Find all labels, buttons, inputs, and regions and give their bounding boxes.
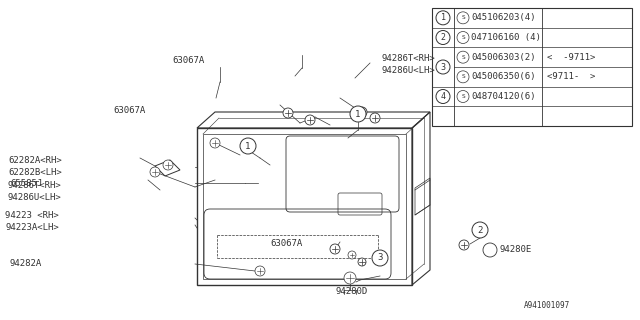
Circle shape bbox=[344, 272, 356, 284]
Text: 94223A<LH>: 94223A<LH> bbox=[5, 222, 59, 231]
Circle shape bbox=[150, 167, 160, 177]
Circle shape bbox=[255, 266, 265, 276]
Bar bbox=[432, 8, 632, 126]
Text: 1: 1 bbox=[355, 109, 361, 118]
Text: 63067A: 63067A bbox=[113, 106, 145, 115]
Text: 94223 <RH>: 94223 <RH> bbox=[5, 211, 59, 220]
Text: 62282A<RH>: 62282A<RH> bbox=[8, 156, 61, 164]
Circle shape bbox=[357, 107, 367, 117]
Text: 045006350(6): 045006350(6) bbox=[471, 72, 536, 81]
Circle shape bbox=[436, 11, 450, 25]
Text: S: S bbox=[461, 35, 465, 40]
Text: A941001097: A941001097 bbox=[524, 301, 570, 310]
Text: 2: 2 bbox=[440, 33, 445, 42]
Circle shape bbox=[358, 258, 366, 266]
Circle shape bbox=[372, 250, 388, 266]
Circle shape bbox=[210, 138, 220, 148]
Circle shape bbox=[457, 71, 469, 83]
Text: 047106160 (4): 047106160 (4) bbox=[471, 33, 541, 42]
Text: 1: 1 bbox=[245, 141, 251, 150]
Text: 045006303(2): 045006303(2) bbox=[471, 53, 536, 62]
Text: 1: 1 bbox=[440, 13, 445, 22]
Circle shape bbox=[436, 60, 450, 74]
Text: 94286T<RH>: 94286T<RH> bbox=[382, 53, 436, 62]
Circle shape bbox=[472, 222, 488, 238]
Circle shape bbox=[370, 113, 380, 123]
Circle shape bbox=[457, 31, 469, 44]
Text: 94280D: 94280D bbox=[335, 287, 367, 297]
Text: 3: 3 bbox=[378, 253, 383, 262]
Circle shape bbox=[457, 12, 469, 24]
Circle shape bbox=[459, 240, 469, 250]
Text: 62282B<LH>: 62282B<LH> bbox=[8, 167, 61, 177]
Circle shape bbox=[436, 30, 450, 44]
Text: 048704120(6): 048704120(6) bbox=[471, 92, 536, 101]
Text: S: S bbox=[461, 15, 465, 20]
Text: S: S bbox=[461, 55, 465, 60]
Text: 94280E: 94280E bbox=[500, 244, 532, 253]
Text: 3: 3 bbox=[440, 62, 445, 71]
Text: 045106203(4): 045106203(4) bbox=[471, 13, 536, 22]
Text: 4: 4 bbox=[440, 92, 445, 101]
Text: 94286U<LH>: 94286U<LH> bbox=[8, 193, 61, 202]
Text: S: S bbox=[461, 94, 465, 99]
Text: 63067A: 63067A bbox=[172, 55, 204, 65]
Circle shape bbox=[240, 138, 256, 154]
Circle shape bbox=[348, 251, 356, 259]
Circle shape bbox=[350, 106, 366, 122]
Circle shape bbox=[283, 108, 293, 118]
Text: <  -9711>: < -9711> bbox=[547, 53, 595, 62]
Circle shape bbox=[163, 160, 173, 170]
Text: 94286U<LH>: 94286U<LH> bbox=[382, 66, 436, 75]
Circle shape bbox=[483, 243, 497, 257]
Circle shape bbox=[457, 51, 469, 63]
Text: 94282A: 94282A bbox=[10, 260, 42, 268]
Circle shape bbox=[457, 91, 469, 102]
Text: 63067A: 63067A bbox=[270, 238, 302, 247]
Circle shape bbox=[436, 90, 450, 103]
Circle shape bbox=[330, 244, 340, 254]
Text: 94286T<RH>: 94286T<RH> bbox=[8, 180, 61, 189]
Text: 65585J: 65585J bbox=[10, 179, 42, 188]
Text: 2: 2 bbox=[477, 226, 483, 235]
Text: S: S bbox=[461, 74, 465, 79]
Circle shape bbox=[305, 115, 315, 125]
Text: <9711-  >: <9711- > bbox=[547, 72, 595, 81]
